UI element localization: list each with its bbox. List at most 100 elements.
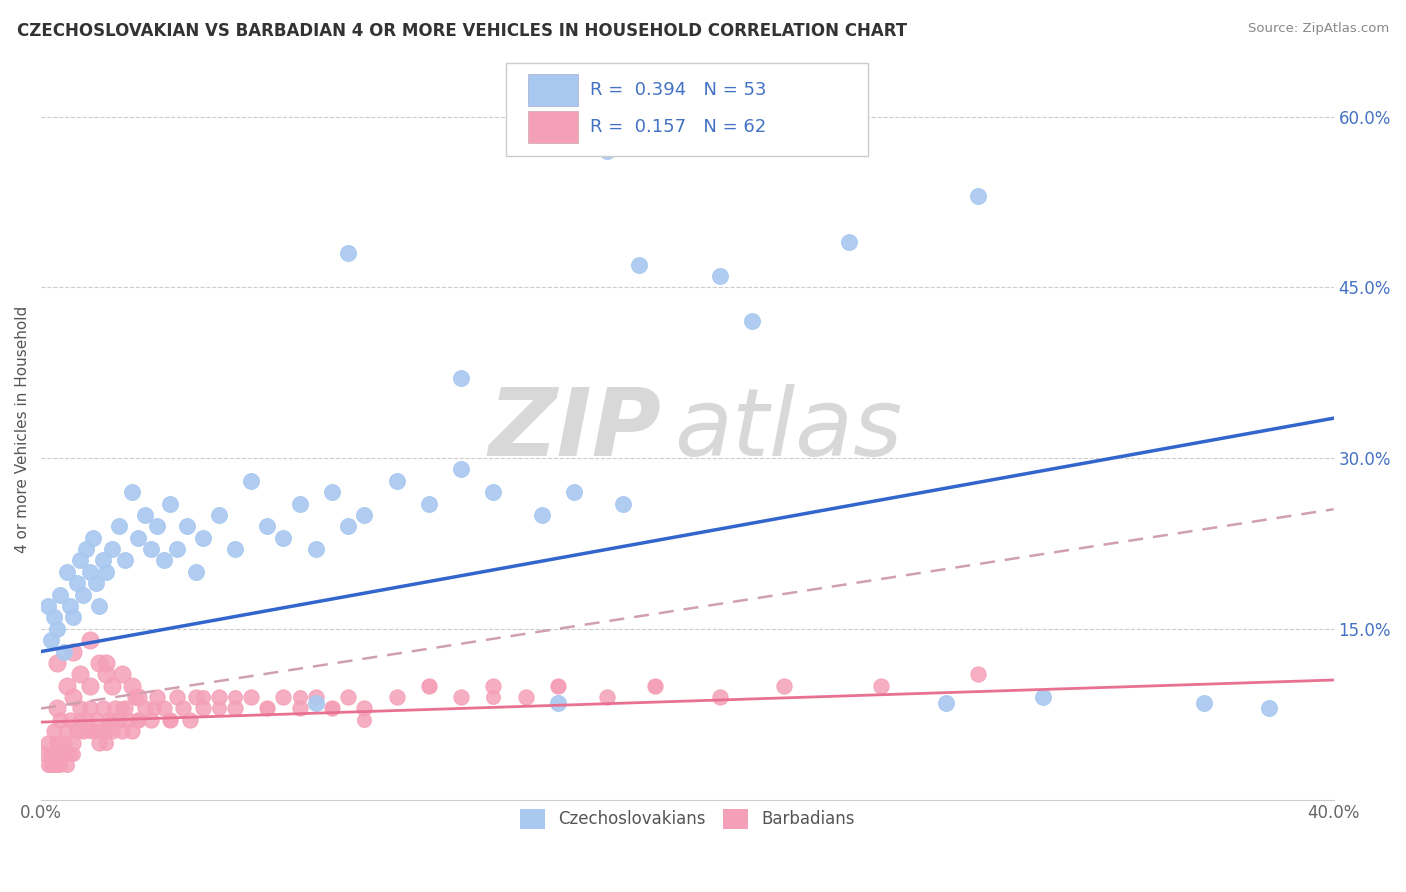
Point: [191, 701, 214, 715]
Point: [49, 758, 72, 772]
Point: [91, 553, 114, 567]
Point: [240, 474, 263, 488]
Point: [773, 679, 796, 693]
Point: [146, 519, 169, 533]
Point: [547, 679, 569, 693]
Point: [42, 610, 65, 624]
Point: [111, 724, 134, 739]
Point: [256, 519, 278, 533]
Point: [709, 268, 731, 283]
Bar: [529, 74, 578, 106]
Point: [1194, 696, 1216, 710]
Point: [46, 747, 69, 761]
Point: [69, 701, 91, 715]
Point: [79, 679, 101, 693]
Point: [79, 701, 101, 715]
Point: [91, 701, 114, 715]
Point: [321, 485, 343, 500]
Point: [273, 531, 295, 545]
Point: [75, 542, 97, 557]
Point: [69, 713, 91, 727]
Point: [117, 713, 139, 727]
Point: [114, 553, 136, 567]
Point: [94, 724, 117, 739]
Point: [94, 736, 117, 750]
Point: [66, 576, 89, 591]
Point: [337, 246, 360, 260]
Point: [89, 724, 111, 739]
Point: [79, 724, 101, 739]
Point: [127, 713, 149, 727]
Point: [450, 371, 472, 385]
Point: [89, 599, 111, 613]
Point: [186, 565, 208, 579]
Point: [98, 713, 121, 727]
Point: [134, 701, 156, 715]
Point: [562, 485, 585, 500]
Point: [159, 713, 181, 727]
Point: [56, 565, 79, 579]
Point: [62, 690, 84, 704]
Point: [418, 679, 440, 693]
Point: [121, 485, 143, 500]
Point: [321, 701, 343, 715]
Point: [482, 690, 505, 704]
Point: [1032, 690, 1054, 704]
Point: [107, 519, 129, 533]
Point: [337, 690, 360, 704]
Point: [644, 679, 666, 693]
Point: [418, 679, 440, 693]
Point: [79, 633, 101, 648]
Point: [84, 576, 107, 591]
Point: [59, 747, 82, 761]
Point: [967, 189, 990, 203]
Point: [256, 701, 278, 715]
Point: [84, 713, 107, 727]
Point: [627, 258, 650, 272]
Point: [305, 542, 328, 557]
Point: [353, 508, 375, 522]
Point: [75, 713, 97, 727]
Point: [62, 736, 84, 750]
Point: [37, 599, 59, 613]
Point: [89, 656, 111, 670]
Point: [1258, 701, 1281, 715]
Point: [305, 690, 328, 704]
Point: [82, 531, 104, 545]
Point: [256, 701, 278, 715]
Point: [46, 622, 69, 636]
Point: [240, 690, 263, 704]
Point: [104, 701, 127, 715]
Point: [224, 690, 246, 704]
Point: [159, 497, 181, 511]
Point: [153, 701, 176, 715]
Point: [94, 565, 117, 579]
Point: [46, 736, 69, 750]
Text: atlas: atlas: [675, 384, 903, 475]
Point: [82, 724, 104, 739]
Point: [62, 747, 84, 761]
Text: R =  0.394   N = 53: R = 0.394 N = 53: [591, 81, 766, 99]
Point: [191, 690, 214, 704]
Point: [46, 656, 69, 670]
Point: [62, 610, 84, 624]
Point: [482, 485, 505, 500]
Point: [709, 690, 731, 704]
Point: [69, 667, 91, 681]
Point: [305, 696, 328, 710]
Point: [179, 713, 201, 727]
Point: [191, 531, 214, 545]
Point: [450, 690, 472, 704]
Point: [337, 519, 360, 533]
Point: [321, 701, 343, 715]
Point: [101, 542, 124, 557]
Point: [59, 713, 82, 727]
Point: [482, 679, 505, 693]
Point: [114, 701, 136, 715]
Point: [62, 644, 84, 658]
Point: [56, 758, 79, 772]
Point: [224, 701, 246, 715]
Point: [89, 736, 111, 750]
Text: R =  0.157   N = 62: R = 0.157 N = 62: [591, 118, 766, 136]
Point: [418, 497, 440, 511]
